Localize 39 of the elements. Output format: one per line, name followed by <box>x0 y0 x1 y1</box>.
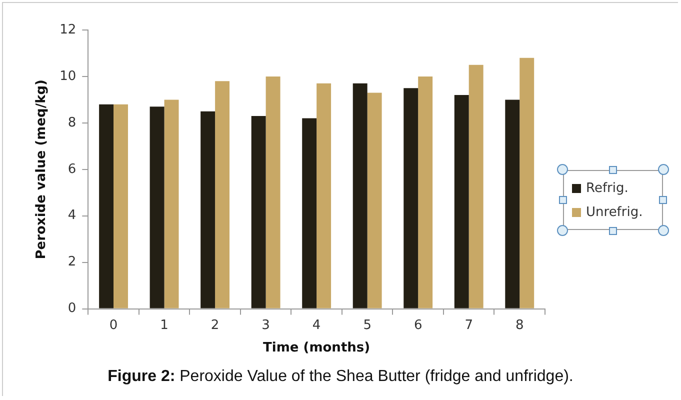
bar <box>200 111 216 308</box>
x-tick-label: 3 <box>262 318 270 333</box>
y-tick-label: 12 <box>60 22 76 38</box>
x-tick-label: 8 <box>515 318 524 333</box>
bar <box>164 100 179 308</box>
legend-label: Refrig. <box>586 180 628 196</box>
x-axis-title: Time (months) <box>263 340 370 356</box>
bar <box>418 76 433 308</box>
y-tick-label: 4 <box>68 208 76 224</box>
bar <box>150 106 164 308</box>
bar <box>352 83 368 308</box>
x-tick-label: 1 <box>160 318 168 333</box>
bar <box>266 76 280 308</box>
bar <box>454 95 469 308</box>
y-tick-label: 0 <box>68 301 76 316</box>
bar <box>316 83 332 308</box>
bar <box>404 88 418 308</box>
bar <box>99 104 114 308</box>
bar <box>251 116 266 308</box>
x-tick-label: 2 <box>210 318 220 333</box>
x-tick-label: 5 <box>363 318 372 333</box>
x-tick-label: 4 <box>312 318 321 333</box>
x-tick-label: 0 <box>109 318 118 333</box>
y-tick-label: 2 <box>68 254 76 270</box>
x-tick-label: 6 <box>414 318 422 333</box>
bar <box>367 92 382 308</box>
bar <box>114 104 128 308</box>
caption: Figure 2: Peroxide Value of the Shea Butter (fridge and unfridge). <box>106 368 574 386</box>
y-tick-label: 8 <box>68 115 76 130</box>
y-tick-label: 6 <box>68 162 76 177</box>
x-tick-label: 7 <box>464 318 473 333</box>
bar <box>302 118 317 308</box>
bar <box>468 64 484 308</box>
bar <box>215 81 230 308</box>
legend-label: Unrefrig. <box>586 204 643 220</box>
bar <box>505 100 520 308</box>
y-axis-title: Peroxide value (meq/kg) <box>34 80 50 260</box>
bar <box>520 58 534 308</box>
y-tick-label: 10 <box>60 68 76 84</box>
